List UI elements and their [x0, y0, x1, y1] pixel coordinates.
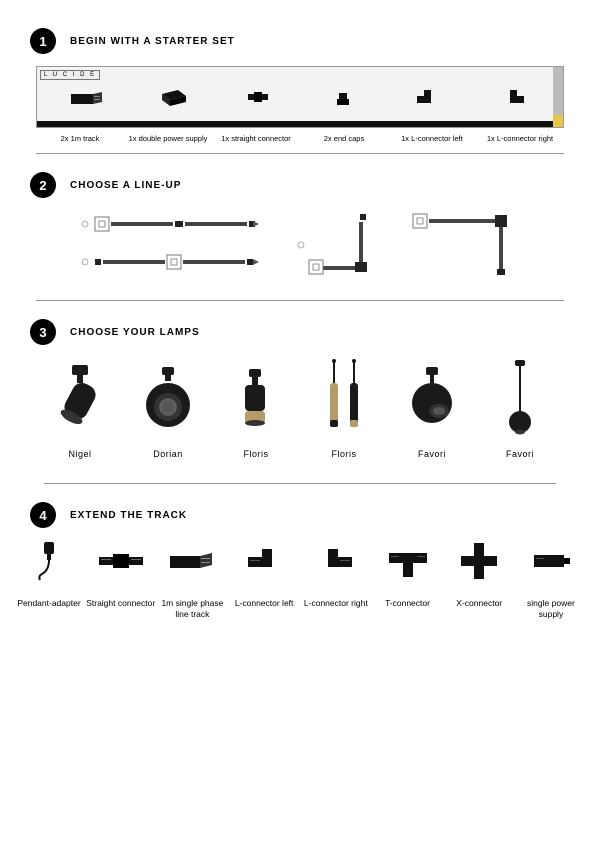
step-num-2: 2	[30, 172, 56, 198]
l-connector-right-icon	[312, 540, 360, 582]
starter-label: 1x L-connector left	[392, 134, 472, 143]
starter-banner-items	[37, 67, 563, 127]
lamp-floris-pendant: Floris	[304, 359, 384, 459]
lamp-favori-spot: Favori	[392, 359, 472, 459]
step-title-3: CHOOSE YOUR LAMPS	[70, 327, 200, 338]
lamp-nigel-icon	[50, 359, 110, 439]
lamp-label: Dorian	[153, 449, 183, 459]
t-connector-icon	[384, 540, 432, 582]
ext-pendant-adapter: Pendant-adapter	[14, 540, 84, 609]
starter-item-straight	[240, 84, 276, 114]
lamp-label: Floris	[244, 449, 269, 459]
ext-track: 1m single phase line track	[157, 540, 227, 619]
starter-item-power	[155, 84, 191, 114]
ext-straight: Straight connector	[86, 540, 156, 609]
lineup-l-left	[295, 212, 385, 278]
lamp-label: Favori	[506, 449, 534, 459]
ext-label: T-connector	[385, 598, 430, 609]
starter-item-l-right	[495, 84, 531, 114]
end-caps-icon	[325, 84, 361, 114]
l-connector-right-icon	[495, 84, 531, 114]
ext-l-left: L-connector left	[229, 540, 299, 609]
lamp-favori-pendant: Favori	[480, 359, 560, 459]
track-icon	[168, 540, 216, 582]
l-connector-left-icon	[240, 540, 288, 582]
starter-label: 2x 1m track	[40, 134, 120, 143]
lineups	[0, 206, 600, 290]
lamp-dorian: Dorian	[128, 359, 208, 459]
starter-label: 1x L-connector right	[480, 134, 560, 143]
starter-label: 2x end caps	[304, 134, 384, 143]
lamp-dorian-icon	[138, 359, 198, 439]
ext-l-right: L-connector right	[301, 540, 371, 609]
ext-t: T-connector	[373, 540, 443, 609]
step-header-2: 2 CHOOSE A LINE-UP	[0, 164, 600, 206]
ext-label: L-connector right	[304, 598, 368, 609]
pendant-adapter-icon	[25, 540, 73, 582]
section-starter: 1 BEGIN WITH A STARTER SET L U C I D E	[0, 0, 600, 154]
divider	[36, 300, 564, 301]
straight-connector-icon	[97, 540, 145, 582]
starter-item-track	[70, 84, 106, 114]
starter-label: 1x straight connector	[216, 134, 296, 143]
lamp-favori-pendant-icon	[490, 359, 550, 439]
ext-label: 1m single phase line track	[157, 598, 227, 619]
lamp-floris-spot-icon	[226, 359, 286, 439]
section-extend: 4 EXTEND THE TRACK Pendant-adapter	[0, 494, 600, 627]
starter-item-l-left	[410, 84, 446, 114]
ext-power: single power supply	[516, 540, 586, 619]
starter-label: 1x double power supply	[128, 134, 208, 143]
ext-label: Straight connector	[86, 598, 155, 609]
step-header-1: 1 BEGIN WITH A STARTER SET	[0, 20, 600, 62]
single-power-icon	[527, 540, 575, 582]
x-connector-icon	[455, 540, 503, 582]
ext-x: X-connector	[444, 540, 514, 609]
section-lamps: 3 CHOOSE YOUR LAMPS Nigel	[0, 311, 600, 484]
lineup-l-left-icon	[295, 212, 385, 278]
starter-item-endcaps	[325, 84, 361, 114]
step-title-2: CHOOSE A LINE-UP	[70, 180, 181, 191]
lineup-l-right-icon	[403, 212, 523, 278]
ext-label: L-connector left	[235, 598, 294, 609]
divider	[44, 483, 556, 484]
starter-banner: L U C I D E	[36, 66, 564, 128]
section-lineup: 2 CHOOSE A LINE-UP	[0, 164, 600, 301]
brand-badge: L U C I D E	[40, 70, 100, 80]
lamp-label: Favori	[418, 449, 446, 459]
straight-connector-icon	[240, 84, 276, 114]
lineup-straight	[77, 212, 277, 278]
step-title-1: BEGIN WITH A STARTER SET	[70, 36, 235, 47]
step-header-4: 4 EXTEND THE TRACK	[0, 494, 600, 536]
step-num-3: 3	[30, 319, 56, 345]
lamp-label: Nigel	[68, 449, 91, 459]
lamps-row: Nigel Dorian	[0, 353, 600, 467]
lamp-nigel: Nigel	[40, 359, 120, 459]
divider	[36, 153, 564, 154]
starter-labels: 2x 1m track 1x double power supply 1x st…	[36, 134, 564, 143]
ext-label: X-connector	[456, 598, 502, 609]
step-num-4: 4	[30, 502, 56, 528]
lamp-label: Floris	[332, 449, 357, 459]
step-header-3: 3 CHOOSE YOUR LAMPS	[0, 311, 600, 353]
lineup-straight-icon	[77, 212, 277, 278]
lamp-floris-pendant-icon	[314, 359, 374, 439]
l-connector-left-icon	[410, 84, 446, 114]
ext-label: single power supply	[516, 598, 586, 619]
ext-label: Pendant-adapter	[17, 598, 80, 609]
lineup-l-right	[403, 212, 523, 278]
banner-blackbar	[37, 121, 553, 127]
step-num-1: 1	[30, 28, 56, 54]
step-title-4: EXTEND THE TRACK	[70, 510, 187, 521]
extend-row: Pendant-adapter Straight connector	[0, 536, 600, 627]
banner-stripe	[553, 67, 563, 127]
lamp-favori-spot-icon	[402, 359, 462, 439]
lamp-floris-spot: Floris	[216, 359, 296, 459]
track-icon	[70, 84, 106, 114]
power-supply-icon	[155, 84, 191, 114]
